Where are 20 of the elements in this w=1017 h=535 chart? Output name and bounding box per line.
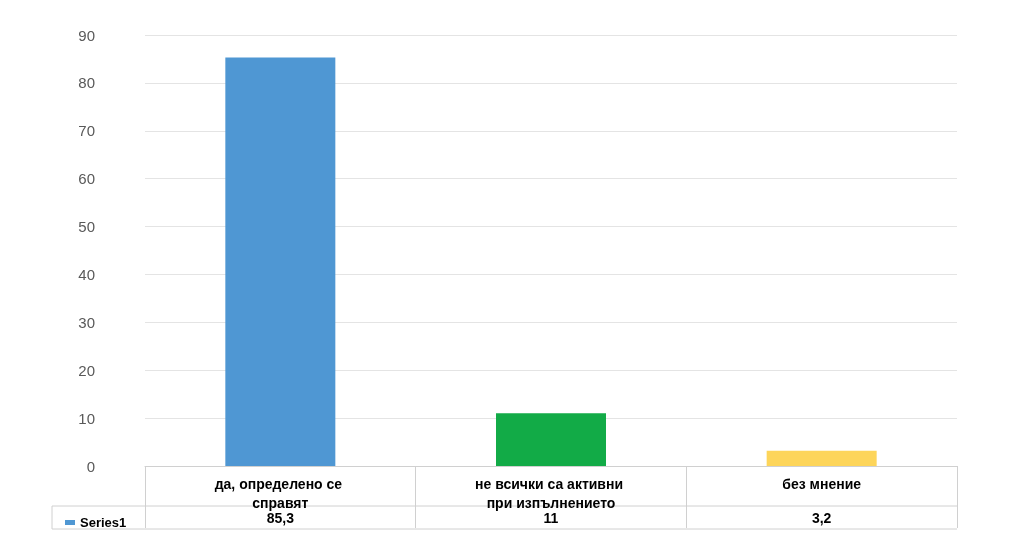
y-tick-label: 10 [78, 409, 95, 427]
x-tick-label: не всички са активни при изпълнението [475, 475, 627, 511]
bar [496, 413, 606, 466]
data-label: 85,3 [266, 510, 295, 526]
y-tick-label: 70 [78, 122, 95, 140]
x-tick-label: да, определено се справят [214, 475, 346, 511]
y-tick-label: 60 [78, 170, 95, 188]
bar [766, 450, 877, 466]
y-tick-label: 50 [78, 218, 95, 236]
bar [225, 57, 336, 466]
y-tick-label: 90 [78, 26, 95, 44]
legend-label: Series1 [80, 515, 127, 530]
data-label: 11 [543, 510, 559, 526]
y-tick-label: 30 [78, 313, 95, 331]
y-tick-label: 80 [78, 74, 95, 92]
y-tick-label: 40 [78, 265, 95, 283]
y-tick-label: 0 [86, 457, 95, 475]
y-tick-label: 20 [78, 361, 95, 379]
data-label: 3,2 [811, 510, 832, 526]
x-tick-label: без мнение [782, 475, 862, 492]
